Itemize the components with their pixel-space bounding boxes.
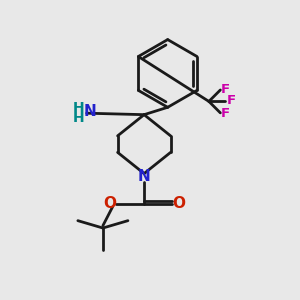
Text: O: O	[172, 196, 185, 211]
Text: O: O	[103, 196, 116, 211]
Text: H: H	[73, 101, 84, 115]
Text: F: F	[221, 107, 230, 120]
Text: F: F	[226, 94, 236, 107]
Text: N: N	[83, 104, 96, 119]
Text: N: N	[138, 169, 151, 184]
Text: F: F	[221, 83, 230, 96]
Text: H: H	[73, 112, 84, 125]
